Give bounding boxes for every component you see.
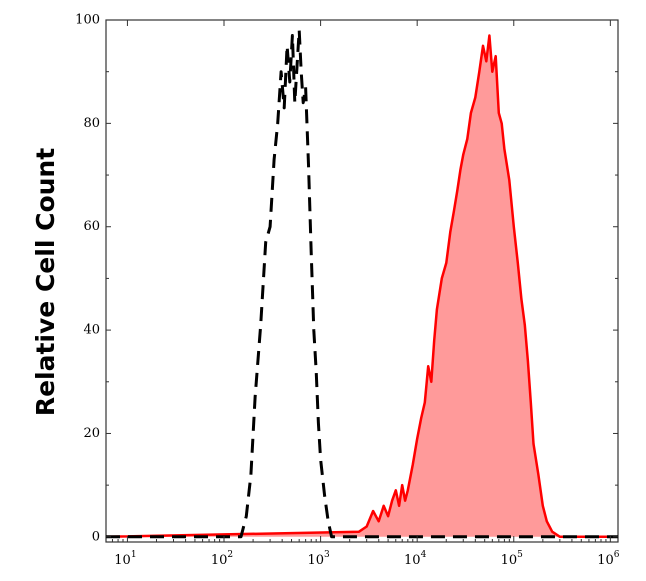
x-tick-label: 103 — [307, 550, 330, 568]
y-axis: 0 20 40 60 80 100 — [75, 13, 618, 544]
plot-border — [105, 19, 619, 543]
x-tick-label: 101 — [114, 550, 136, 568]
y-tick-label: 40 — [83, 323, 100, 338]
series-layer — [105, 28, 618, 539]
x-tick-label: 105 — [501, 550, 524, 568]
y-tick-label: 0 — [92, 529, 100, 544]
plot-frame — [105, 19, 619, 543]
series-1-fill — [106, 35, 618, 537]
x-tick-label: 102 — [211, 550, 233, 568]
y-tick-label: 60 — [83, 219, 100, 234]
y-axis-label: Relative Cell Count — [31, 148, 60, 416]
x-tick-label: 106 — [597, 550, 620, 568]
x-tick-label: 104 — [404, 550, 427, 568]
y-tick-label: 80 — [83, 116, 100, 131]
y-tick-label: 20 — [83, 426, 100, 441]
y-tick-label: 100 — [75, 13, 100, 28]
x-axis: 101 102 103 104 105 106 — [111, 20, 620, 568]
series-1-line — [105, 34, 618, 539]
series-0-line — [106, 28, 618, 539]
